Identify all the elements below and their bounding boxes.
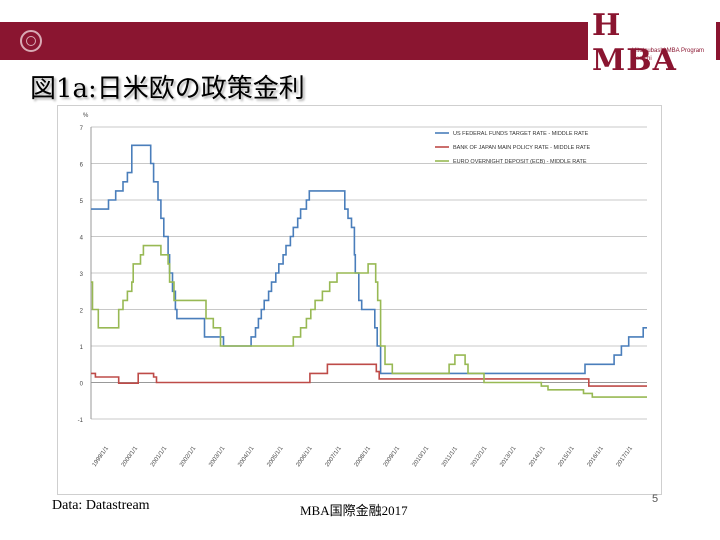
course-label: MBA国際金融2017 — [300, 503, 408, 518]
x-tick-label: 2017/1/1 — [616, 445, 635, 468]
y-tick-label: 3 — [80, 272, 84, 278]
x-tick-label: 2009/1/1 — [383, 445, 402, 468]
program-logo: H MBA Hitotsubashi MBA Program Kenichi — [588, 8, 716, 78]
x-tick-label: 2016/1/1 — [587, 445, 606, 468]
page-number: 5 — [652, 493, 659, 505]
x-tick-label: 2012/1/1 — [470, 445, 489, 468]
x-tick-label: 2003/1/1 — [208, 445, 227, 468]
x-tick-label: 2006/1/1 — [295, 445, 314, 468]
series-line-0 — [91, 144, 647, 375]
y-tick-label: 5 — [80, 199, 84, 205]
y-tick-label: 6 — [80, 163, 84, 169]
data-source: Data: Datastream — [52, 498, 150, 513]
x-tick-label: 2005/1/1 — [266, 445, 285, 468]
x-tick-label: 2000/1/1 — [121, 445, 140, 468]
x-tick-label: 2013/1/1 — [499, 445, 518, 468]
legend-label: EURO OVERNIGHT DEPOSIT (ECB) - MIDDLE RA… — [453, 159, 587, 165]
series-line-1 — [91, 363, 647, 387]
x-tick-label: 2010/1/1 — [412, 445, 431, 468]
x-tick-label: 2011/1/1 — [441, 445, 459, 468]
logo-author: Kenichi — [632, 56, 652, 62]
slide-title: 図1a:日米欧の政策金利 — [30, 74, 305, 104]
x-tick-label: 2008/1/1 — [354, 445, 373, 468]
y-axis-label: % — [83, 113, 89, 119]
policy-rate-chart: -1 0 1 2 3 4 5 6 7% 1999/1/1 2000/1/1 2001/1/1 2002/… — [78, 113, 647, 468]
x-tick-label: 2014/1/1 — [528, 445, 547, 468]
logo-main-text: H MBA — [592, 8, 677, 78]
y-tick-label: 1 — [80, 345, 84, 351]
x-tick-label: 2007/1/1 — [325, 445, 344, 468]
legend-label: BANK OF JAPAN MAIN POLICY RATE - MIDDLE … — [453, 145, 590, 151]
university-seal-icon — [20, 30, 42, 52]
x-tick-label: 2015/1/1 — [557, 445, 576, 468]
y-tick-label: 4 — [80, 236, 84, 242]
y-tick-label: -1 — [78, 418, 84, 424]
x-tick-label: 1999/1/1 — [92, 445, 111, 468]
y-tick-label: 2 — [80, 309, 84, 315]
legend-label: US FEDERAL FUNDS TARGET RATE - MIDDLE RA… — [453, 131, 589, 137]
x-tick-label: 2004/1/1 — [237, 445, 256, 468]
y-tick-label: 0 — [80, 382, 84, 388]
series-line-2 — [91, 244, 647, 398]
y-tick-label: 7 — [80, 126, 84, 132]
x-tick-label: 2002/1/1 — [179, 445, 198, 468]
x-tick-label: 2001/1/1 — [150, 445, 169, 468]
logo-subtitle: Hitotsubashi MBA Program — [632, 48, 705, 54]
